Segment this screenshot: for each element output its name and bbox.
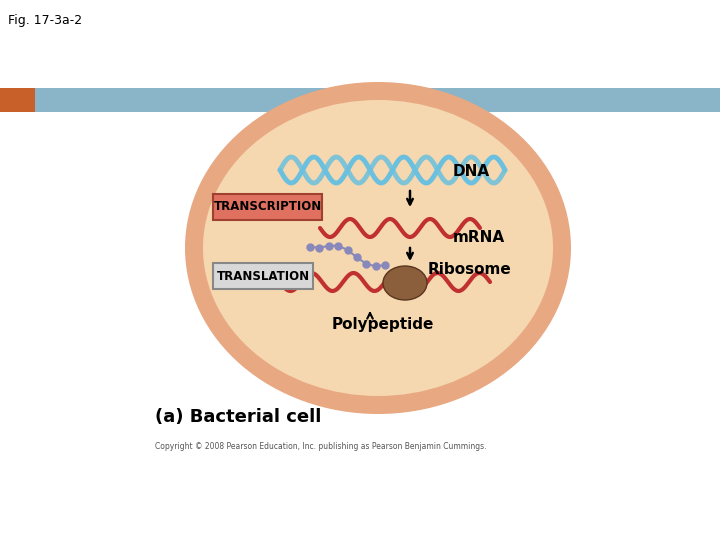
- Text: Fig. 17-3a-2: Fig. 17-3a-2: [8, 14, 82, 27]
- Text: Ribosome: Ribosome: [428, 262, 512, 278]
- Ellipse shape: [185, 82, 571, 414]
- Text: Polypeptide: Polypeptide: [332, 318, 434, 333]
- Text: Copyright © 2008 Pearson Education, Inc. publishing as Pearson Benjamin Cummings: Copyright © 2008 Pearson Education, Inc.…: [155, 442, 487, 451]
- Text: mRNA: mRNA: [453, 231, 505, 246]
- Bar: [0, 88, 35, 112]
- Bar: [0, 88, 720, 112]
- Text: TRANSCRIPTION: TRANSCRIPTION: [213, 200, 322, 213]
- Ellipse shape: [203, 100, 553, 396]
- Text: (a) Bacterial cell: (a) Bacterial cell: [155, 408, 321, 426]
- Text: TRANSLATION: TRANSLATION: [217, 269, 310, 282]
- Text: DNA: DNA: [453, 165, 490, 179]
- Ellipse shape: [383, 266, 427, 300]
- FancyBboxPatch shape: [213, 194, 322, 220]
- FancyBboxPatch shape: [213, 263, 313, 289]
